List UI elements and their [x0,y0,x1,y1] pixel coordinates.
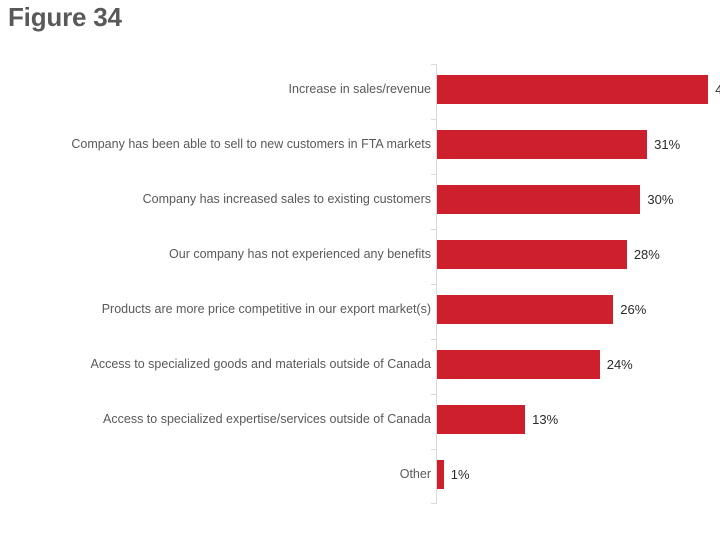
bar-row: Company has been able to sell to new cus… [0,117,720,172]
bar-row: Our company has not experienced any bene… [0,227,720,282]
bar-row: Access to specialized goods and material… [0,337,720,392]
page-title: Figure 34 [8,2,122,32]
category-axis-line [436,64,437,504]
bar [437,185,641,214]
bar [437,240,627,269]
axis-tick [431,394,436,395]
bar-track: 26% [437,282,720,337]
bar-rows: Increase in sales/revenue 4 Company has … [0,62,720,502]
bar-row: Company has increased sales to existing … [0,172,720,227]
bar-value-label: 30% [647,192,674,207]
bar-track: 28% [437,227,720,282]
axis-tick [431,229,436,230]
axis-tick [431,284,436,285]
category-label: Products are more price competitive in o… [101,302,431,316]
category-label: Increase in sales/revenue [288,82,431,96]
axis-tick [431,503,436,504]
bar-value-label: 28% [633,247,660,262]
bar [437,295,614,324]
axis-tick [431,339,436,340]
bar-track: 4 [437,62,720,117]
bar-value-label: 4 [715,82,720,97]
bar-value-label: 1% [450,467,470,482]
bar-track: 30% [437,172,720,227]
chart-plot-area: Increase in sales/revenue 4 Company has … [0,62,720,508]
bar [437,350,600,379]
category-label: Access to specialized goods and material… [90,357,431,371]
category-label: Other [399,467,431,481]
bar-track: 1% [437,447,720,502]
bar-row: Other 1% [0,447,720,502]
axis-tick [431,174,436,175]
category-label: Access to specialized expertise/services… [103,412,431,426]
bar-row: Increase in sales/revenue 4 [0,62,720,117]
bar-row: Products are more price competitive in o… [0,282,720,337]
bar [437,130,648,159]
axis-tick [431,119,436,120]
bar-track: 31% [437,117,720,172]
bar-value-label: 24% [606,357,633,372]
category-label: Company has increased sales to existing … [142,192,431,206]
category-label: Company has been able to sell to new cus… [71,137,431,151]
bar [437,460,444,489]
bar-value-label: 26% [620,302,647,317]
bar [437,75,709,104]
axis-tick [431,64,436,65]
category-label: Our company has not experienced any bene… [169,247,431,261]
bar-value-label: 13% [532,412,559,427]
bar [437,405,526,434]
bar-track: 24% [437,337,720,392]
bar-track: 13% [437,392,720,447]
bar-value-label: 31% [654,137,681,152]
bar-row: Access to specialized expertise/services… [0,392,720,447]
axis-tick [431,449,436,450]
